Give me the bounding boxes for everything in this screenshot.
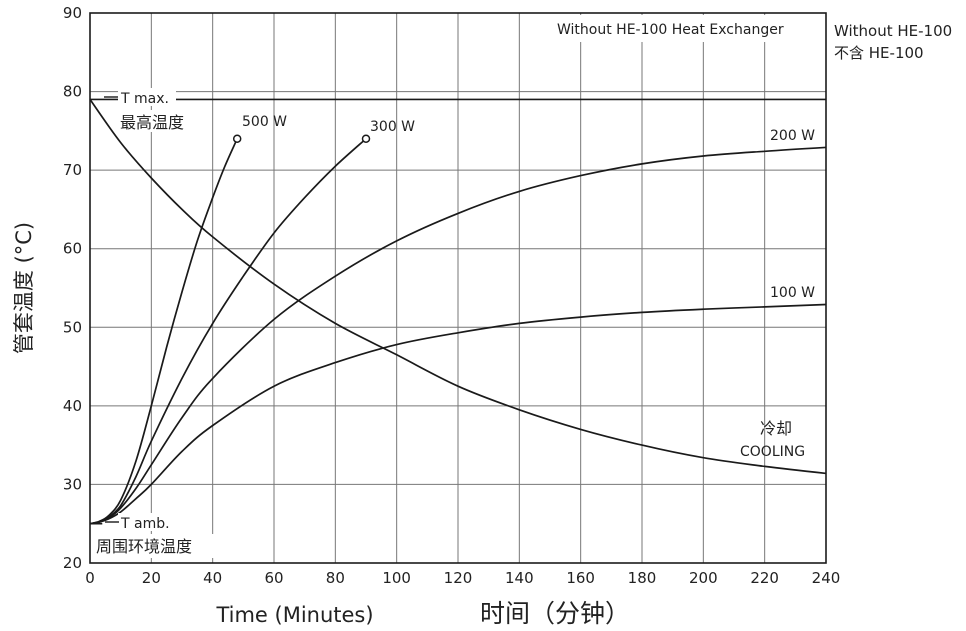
tamb-label: T amb.	[120, 516, 170, 532]
x-tick-label: 180	[628, 569, 657, 587]
y-tick-label: 50	[63, 318, 82, 336]
x-tick-label: 120	[444, 569, 473, 587]
endpoint-marker-300-w	[361, 134, 371, 143]
x-tick-label: 240	[812, 569, 841, 587]
y-tick-label: 60	[63, 240, 82, 258]
label-200w: 200 W	[770, 128, 815, 144]
x-tick-label: 40	[203, 569, 222, 587]
x-tick-label: 220	[750, 569, 779, 587]
cooling-cn-label: 冷却	[760, 419, 792, 438]
y-tick-label: 30	[63, 475, 82, 493]
series-line-100-w	[89, 303, 827, 525]
tmax-cn-bg	[118, 110, 212, 132]
tamb-label-bg	[118, 513, 178, 531]
plot-frame	[89, 12, 827, 564]
endpoint-marker-500-w	[232, 134, 242, 143]
x-axis-label-cn: 时间（分钟）	[480, 599, 630, 628]
chart-title: Without HE-100 Heat Exchanger	[557, 22, 784, 38]
x-axis-label: Time (Minutes)	[215, 603, 373, 627]
series-line-cooling	[89, 98, 827, 475]
x-tick-label: 60	[264, 569, 283, 587]
label-300w: 300 W	[370, 119, 415, 135]
label-100w: 100 W	[770, 285, 815, 301]
x-tick-label: 160	[566, 569, 595, 587]
series-group	[89, 98, 827, 525]
y-tick-label: 80	[63, 83, 82, 101]
title-box	[550, 15, 822, 42]
tamb-cn-label: 周围环境温度	[96, 537, 192, 556]
cooling-en-label: COOLING	[740, 444, 805, 460]
tmax-label-bg	[118, 88, 176, 106]
y-axis-label: 管套温度 (°C)	[12, 222, 36, 354]
tmax-label: T max.	[120, 91, 169, 107]
tamb-cn-bg	[92, 534, 226, 558]
label-500w: 500 W	[242, 114, 287, 130]
x-tick-label: 20	[142, 569, 161, 587]
y-tick-label: 40	[63, 397, 82, 415]
tick-labels: 0 20 40 60 80 100 120 140 160 180 200 220 2402030405…	[63, 4, 840, 587]
x-tick-label: 100	[382, 569, 411, 587]
legend-note-cn: 不含 HE-100	[834, 44, 924, 62]
series-line-500-w	[89, 138, 238, 525]
y-tick-label: 70	[63, 161, 82, 179]
x-tick-label: 200	[689, 569, 718, 587]
tmax-cn-label: 最高温度	[120, 113, 184, 132]
series-line-200-w	[89, 146, 827, 525]
x-tick-label: 80	[326, 569, 345, 587]
grid	[90, 13, 826, 563]
x-tick-label: 0	[85, 569, 95, 587]
legend-note-en: Without HE-100	[834, 22, 952, 40]
y-tick-label: 20	[63, 554, 82, 572]
y-tick-label: 90	[63, 4, 82, 22]
x-tick-label: 140	[505, 569, 534, 587]
